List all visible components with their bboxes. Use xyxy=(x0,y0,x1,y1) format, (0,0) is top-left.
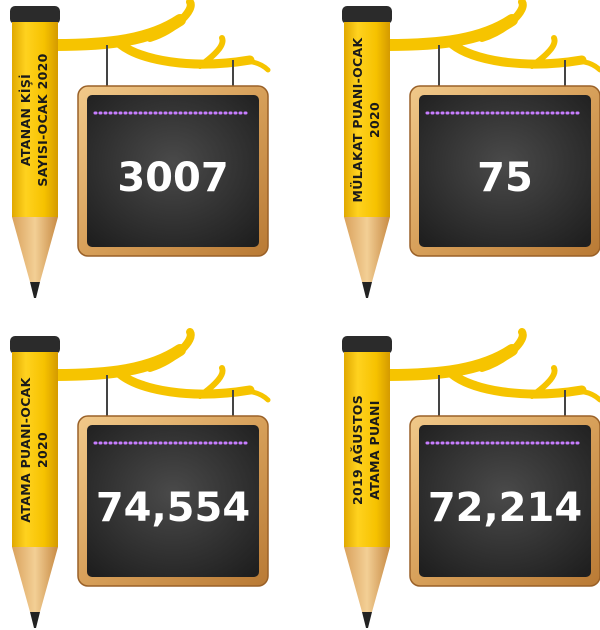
label-line: ATAMA PUANI-OCAK xyxy=(18,376,33,522)
card-value: 72,214 xyxy=(428,485,582,531)
card-value: 74,554 xyxy=(96,485,250,531)
pencil-eraser xyxy=(10,336,60,354)
label-line: 2020 xyxy=(367,102,382,138)
card-value: 3007 xyxy=(117,155,228,201)
label-line: ATANAN KİŞİ xyxy=(18,74,33,166)
pencil-lead xyxy=(30,282,40,298)
pencil-eraser xyxy=(342,6,392,24)
pencil-lead xyxy=(362,612,372,628)
pencil-wood xyxy=(12,217,58,282)
label-line: 2019 AĞUSTOS xyxy=(350,395,365,505)
label-line: SAYISI-OCAK 2020 xyxy=(35,53,50,186)
pencil-wood xyxy=(12,547,58,612)
pencil-eraser xyxy=(10,6,60,24)
pencil-lead xyxy=(30,612,40,628)
pencil-wood xyxy=(344,547,390,612)
label-line: MÜLAKAT PUANI-OCAK xyxy=(350,37,365,203)
pencil-eraser xyxy=(342,336,392,354)
label-line: ATAMA PUANI xyxy=(367,400,382,499)
pencil-wood xyxy=(344,217,390,282)
pencil-lead xyxy=(362,282,372,298)
label-line: 2020 xyxy=(35,432,50,468)
infographic: 3007 ATANAN KİŞİSAYISI-OCAK 2020 75 MÜLAKAT… xyxy=(0,0,600,630)
card-value: 75 xyxy=(477,155,533,201)
